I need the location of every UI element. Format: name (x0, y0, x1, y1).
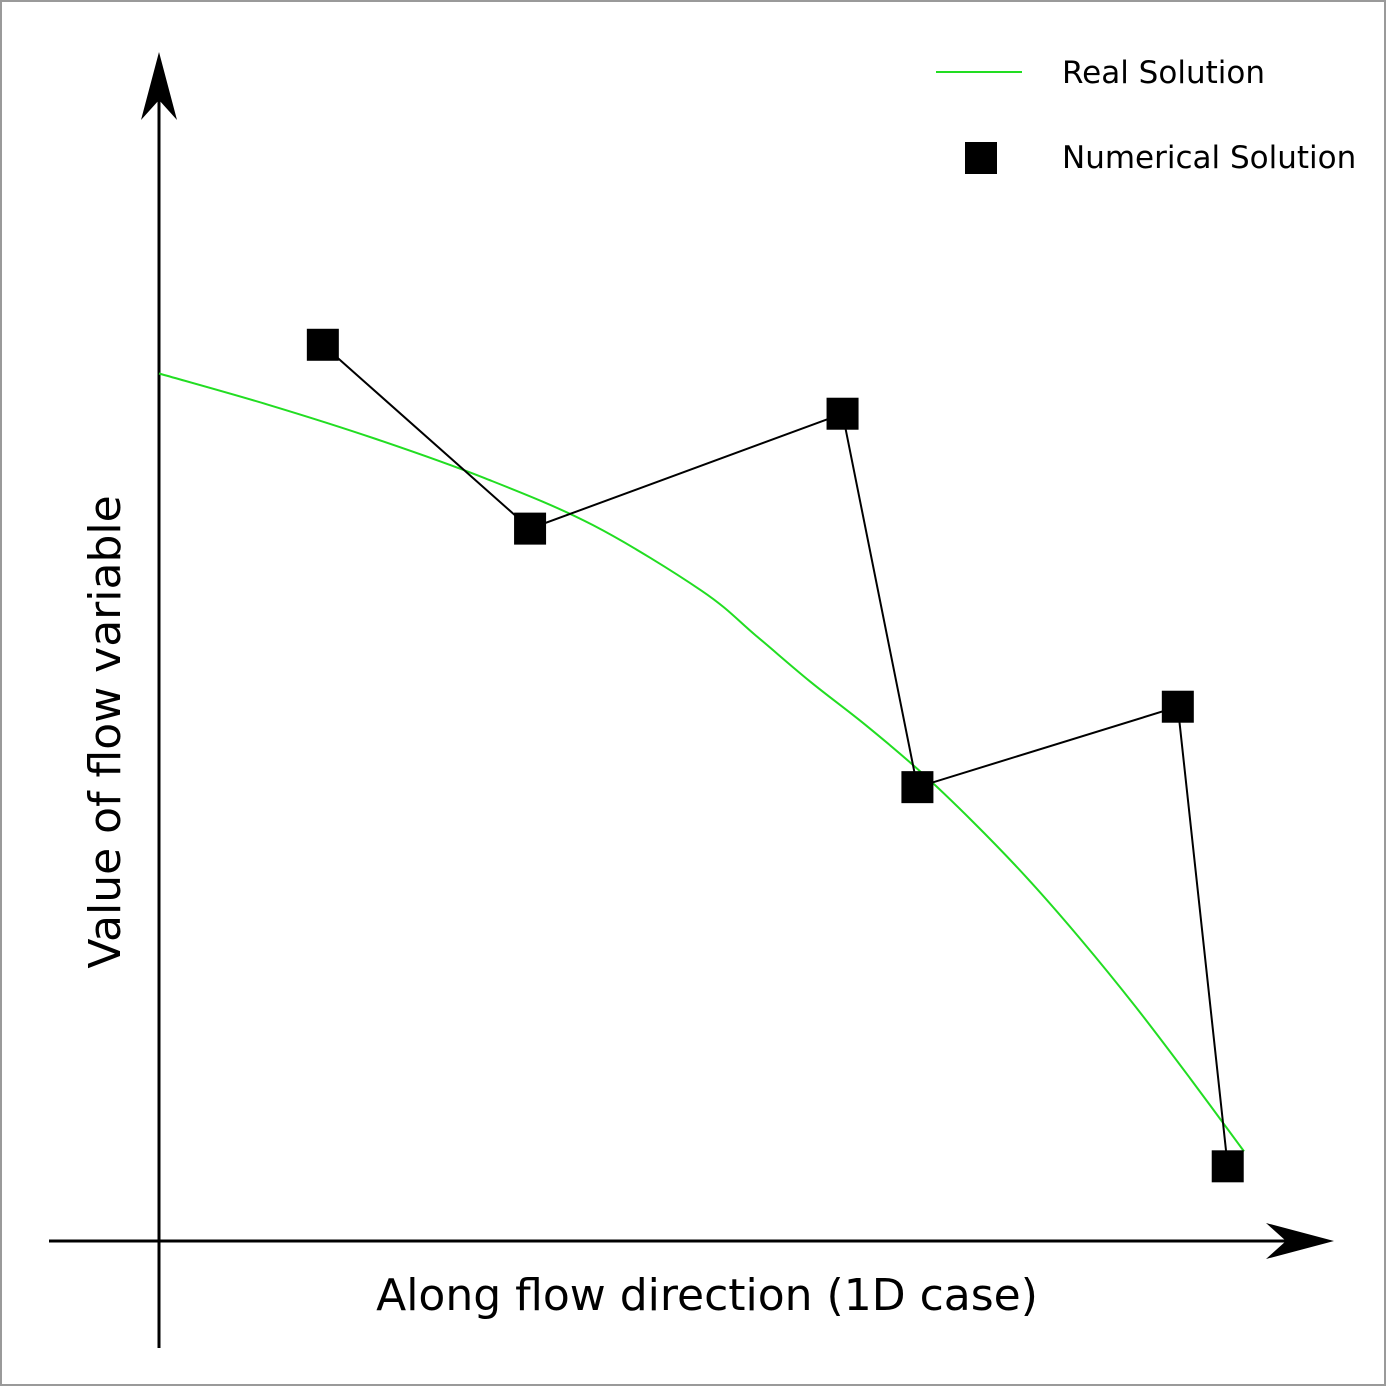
y-axis-label: Value of flow variable (80, 495, 131, 968)
legend-label-numerical-solution: Numerical Solution (1062, 140, 1356, 176)
series-line-real-solution (158, 372, 1245, 1152)
x-axis-arrowhead (1266, 1223, 1334, 1259)
legend-label-real-solution: Real Solution (1062, 55, 1265, 91)
numerical-solution-point-3 (826, 397, 859, 430)
numerical-solution-point-1 (306, 328, 339, 361)
series-layer (158, 328, 1245, 1183)
legend-swatch-numerical-solution (965, 142, 997, 174)
series-line-numerical-solution (322, 344, 1229, 1167)
x-axis-label: Along flow direction (1D case) (376, 1270, 1038, 1321)
numerical-solution-point-4 (901, 771, 934, 804)
legend: Real Solution Numerical Solution (936, 55, 1356, 176)
numerical-solution-point-2 (514, 512, 547, 545)
numerical-solution-point-5 (1161, 690, 1194, 723)
axes (49, 52, 1334, 1348)
numerical-solution-point-6 (1211, 1150, 1244, 1183)
y-axis-arrowhead (141, 52, 177, 120)
